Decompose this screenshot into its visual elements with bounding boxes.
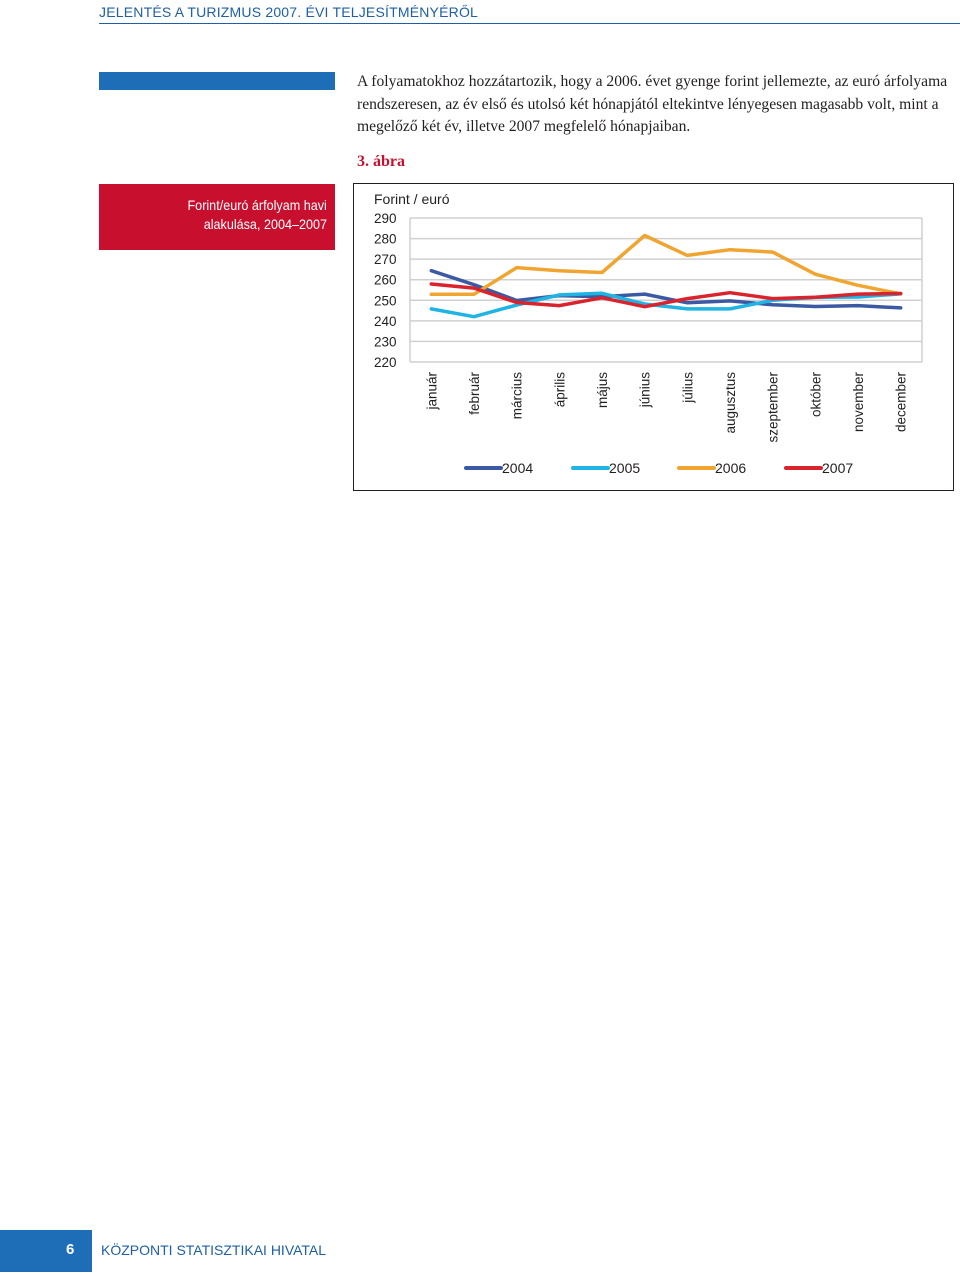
x-tick-label: február — [467, 372, 482, 415]
x-tick-label: október — [808, 371, 823, 417]
y-tick-label: 240 — [374, 314, 397, 329]
y-tick-label: 230 — [374, 334, 397, 349]
series-line-2004 — [429, 268, 903, 310]
legend-label-2006: 2006 — [715, 460, 746, 476]
series-line-2006 — [429, 233, 903, 297]
figure-caption-line-2: alakulása, 2004–2007 — [203, 216, 327, 232]
y-tick-label: 250 — [374, 293, 397, 308]
header-rule — [99, 23, 960, 24]
figure-caption-line-1: Forint/euró árfolyam havi — [187, 197, 327, 213]
page-number: 6 — [66, 1241, 75, 1258]
series-line-2007 — [429, 282, 903, 309]
figure-caption-box: Forint/euró árfolyam havi alakulása, 200… — [99, 184, 335, 250]
exchange-rate-line-chart: Forint / euró 290 280 270 260 250 240 230 220 jan… — [374, 191, 923, 476]
x-tick-label: szeptember — [766, 372, 781, 443]
y-tick-label: 260 — [374, 273, 397, 288]
x-tick-label: július — [680, 372, 695, 404]
y-axis-title: Forint / euró — [374, 191, 450, 207]
x-tick-label: augusztus — [723, 372, 738, 434]
x-tick-label: június — [638, 372, 653, 409]
x-tick-label: november — [851, 372, 866, 433]
legend-label-2004: 2004 — [502, 460, 533, 476]
legend-label-2007: 2007 — [822, 460, 853, 476]
publisher-name: KÖZPONTI STATISZTIKAI HIVATAL — [101, 1242, 327, 1258]
body-paragraph: A folyamatokhoz hozzátartozik, hogy a 20… — [357, 73, 948, 135]
x-tick-label: május — [595, 372, 610, 408]
x-tick-label: március — [510, 372, 525, 420]
x-tick-label: december — [894, 372, 909, 433]
y-tick-label: 220 — [374, 355, 397, 370]
x-tick-label: január — [424, 371, 439, 410]
running-header: JELENTÉS A TURIZMUS 2007. ÉVI TELJESÍTMÉ… — [99, 4, 479, 20]
legend-label-2005: 2005 — [609, 460, 640, 476]
chart-frame: Forint / euró 290 280 270 260 250 240 230 220 jan… — [353, 183, 954, 491]
figure-label: 3. ábra — [357, 153, 405, 170]
y-tick-label: 290 — [374, 211, 397, 226]
x-tick-label: április — [552, 372, 567, 408]
page-number-box: 6 — [0, 1230, 92, 1272]
y-tick-label: 280 — [374, 232, 397, 247]
section-accent-bar — [99, 72, 335, 90]
y-tick-label: 270 — [374, 252, 397, 267]
